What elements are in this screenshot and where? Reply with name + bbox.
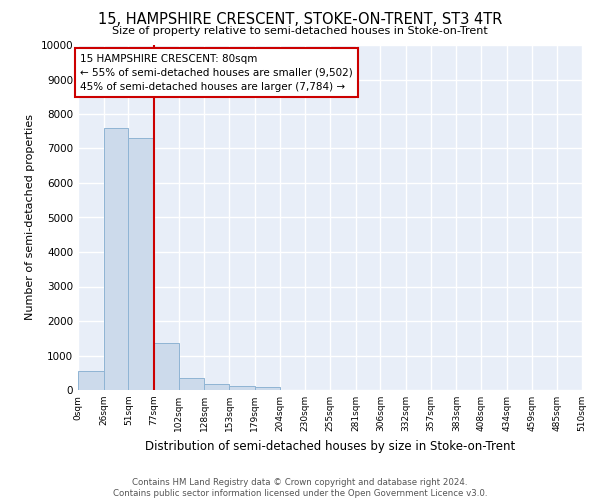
X-axis label: Distribution of semi-detached houses by size in Stoke-on-Trent: Distribution of semi-detached houses by … xyxy=(145,440,515,452)
Bar xyxy=(205,384,229,390)
Text: 15 HAMPSHIRE CRESCENT: 80sqm
← 55% of semi-detached houses are smaller (9,502)
4: 15 HAMPSHIRE CRESCENT: 80sqm ← 55% of se… xyxy=(80,54,353,92)
Bar xyxy=(179,378,205,390)
Bar xyxy=(229,386,255,390)
Bar xyxy=(128,138,154,390)
Bar xyxy=(78,371,104,390)
Text: 15, HAMPSHIRE CRESCENT, STOKE-ON-TRENT, ST3 4TR: 15, HAMPSHIRE CRESCENT, STOKE-ON-TRENT, … xyxy=(98,12,502,28)
Bar xyxy=(154,344,179,390)
Bar xyxy=(255,387,280,390)
Y-axis label: Number of semi-detached properties: Number of semi-detached properties xyxy=(25,114,35,320)
Text: Contains HM Land Registry data © Crown copyright and database right 2024.
Contai: Contains HM Land Registry data © Crown c… xyxy=(113,478,487,498)
Bar xyxy=(104,128,128,390)
Text: Size of property relative to semi-detached houses in Stoke-on-Trent: Size of property relative to semi-detach… xyxy=(112,26,488,36)
